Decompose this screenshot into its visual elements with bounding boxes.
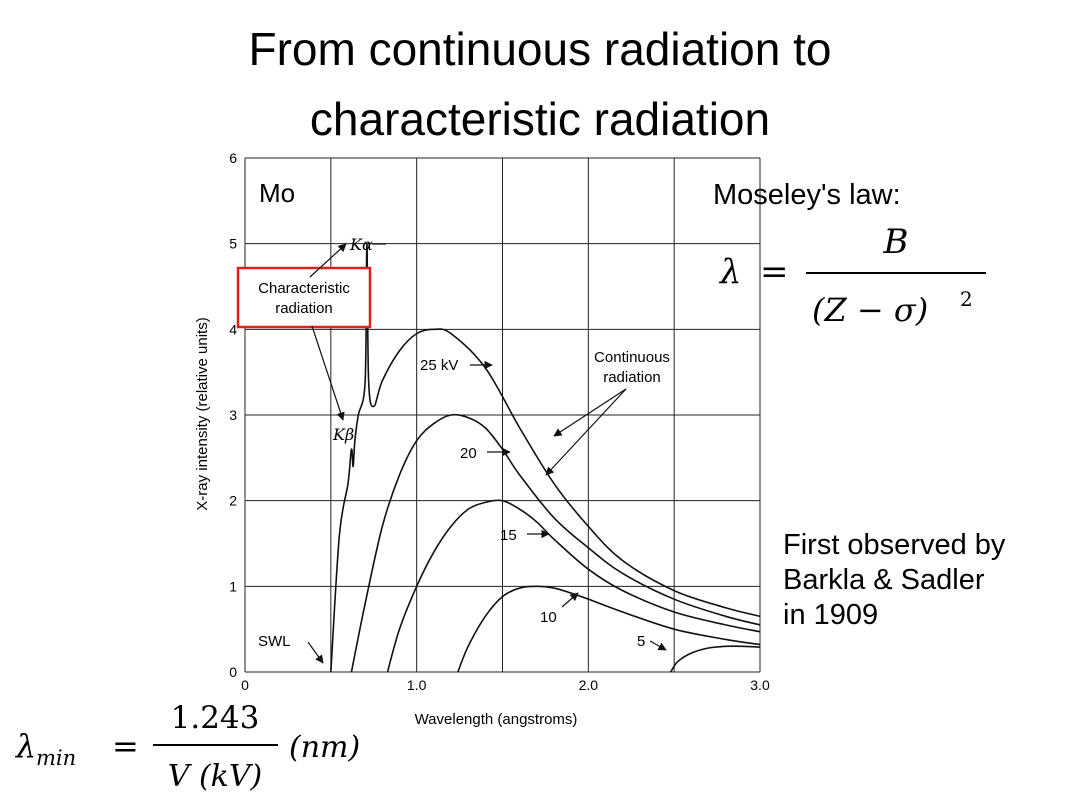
swl-arrow bbox=[307, 641, 324, 664]
series-line-25-kv bbox=[330, 242, 761, 673]
characteristic-highlight-box bbox=[236, 266, 372, 329]
k-beta-arrow bbox=[311, 325, 345, 421]
first-observed-line-2: Barkla & Sadler bbox=[783, 564, 985, 596]
arrow-10 bbox=[561, 592, 579, 608]
label-20: 20 bbox=[460, 445, 477, 462]
lambda-min-symbol: λ bbox=[14, 727, 36, 765]
moseley-exponent: 2 bbox=[960, 287, 973, 311]
moseley-equals: = bbox=[760, 252, 789, 292]
spectrum-curves bbox=[330, 242, 761, 673]
x-tick-label: 3.0 bbox=[750, 677, 770, 693]
characteristic-label-line-2: radiation bbox=[275, 300, 333, 317]
lambda-min-formula: λ min = 1.243 V (kV) (nm) bbox=[14, 700, 360, 794]
axis-ticks: 0 1 2 3 4 5 6 0 1.0 2.0 3.0 bbox=[229, 150, 770, 693]
series-line-5 bbox=[670, 645, 761, 673]
continuous-arrow-2 bbox=[545, 388, 627, 476]
series-line-20 bbox=[350, 413, 761, 673]
continuous-label-line-2: radiation bbox=[603, 369, 661, 386]
x-tick-label: 2.0 bbox=[579, 677, 599, 693]
moseley-numerator: B bbox=[883, 222, 909, 262]
y-tick-label: 5 bbox=[229, 236, 237, 252]
moseley-formula: λ = B (Z − σ) 2 bbox=[718, 222, 986, 329]
first-observed-note: First observed by Barkla & Sadler in 190… bbox=[783, 528, 1005, 633]
y-tick-label: 2 bbox=[229, 493, 237, 509]
k-alpha-arrow bbox=[309, 243, 347, 278]
y-tick-label: 0 bbox=[229, 664, 237, 680]
first-observed-line-1: First observed by bbox=[783, 529, 1006, 561]
lambda-min-equals: = bbox=[112, 727, 139, 765]
plot-grid bbox=[244, 157, 761, 673]
x-tick-label: 1.0 bbox=[407, 677, 427, 693]
y-tick-label: 3 bbox=[229, 407, 237, 423]
x-tick-label: 0 bbox=[241, 677, 249, 693]
swl-label: SWL bbox=[258, 633, 291, 650]
k-alpha-label: Kα bbox=[349, 235, 373, 254]
characteristic-label-line-1: Characteristic bbox=[258, 280, 350, 297]
lambda-min-unit: (nm) bbox=[289, 730, 360, 765]
first-observed-line-3: in 1909 bbox=[783, 599, 879, 631]
lambda-min-subscript: min bbox=[36, 746, 76, 770]
label-25kv: 25 kV bbox=[420, 357, 458, 374]
series-line-10 bbox=[457, 585, 761, 673]
label-15: 15 bbox=[500, 527, 517, 544]
moseley-law-label: Moseley's law: bbox=[713, 179, 901, 211]
k-beta-label: Kβ bbox=[332, 425, 354, 444]
label-5: 5 bbox=[637, 633, 645, 650]
slide-title-line-1: From continuous radiation to bbox=[248, 23, 832, 75]
continuous-label-line-1: Continuous bbox=[594, 349, 670, 366]
y-axis-label: X-ray intensity (relative units) bbox=[194, 317, 211, 510]
element-label: Mo bbox=[259, 178, 295, 208]
slide-title-line-2: characteristic radiation bbox=[309, 93, 771, 145]
y-tick-label: 6 bbox=[229, 150, 237, 166]
y-tick-label: 1 bbox=[229, 578, 237, 594]
lambda-min-numerator: 1.243 bbox=[171, 700, 260, 736]
arrow-5 bbox=[649, 640, 667, 651]
continuous-arrow-1 bbox=[553, 388, 627, 437]
x-axis-label: Wavelength (angstroms) bbox=[415, 711, 578, 728]
y-tick-label: 4 bbox=[229, 321, 237, 337]
moseley-lambda: λ bbox=[718, 252, 742, 292]
label-10: 10 bbox=[540, 609, 557, 626]
series-line-15 bbox=[386, 499, 761, 673]
lambda-min-denominator: V (kV) bbox=[168, 759, 262, 794]
moseley-denominator: (Z − σ) bbox=[812, 291, 928, 329]
